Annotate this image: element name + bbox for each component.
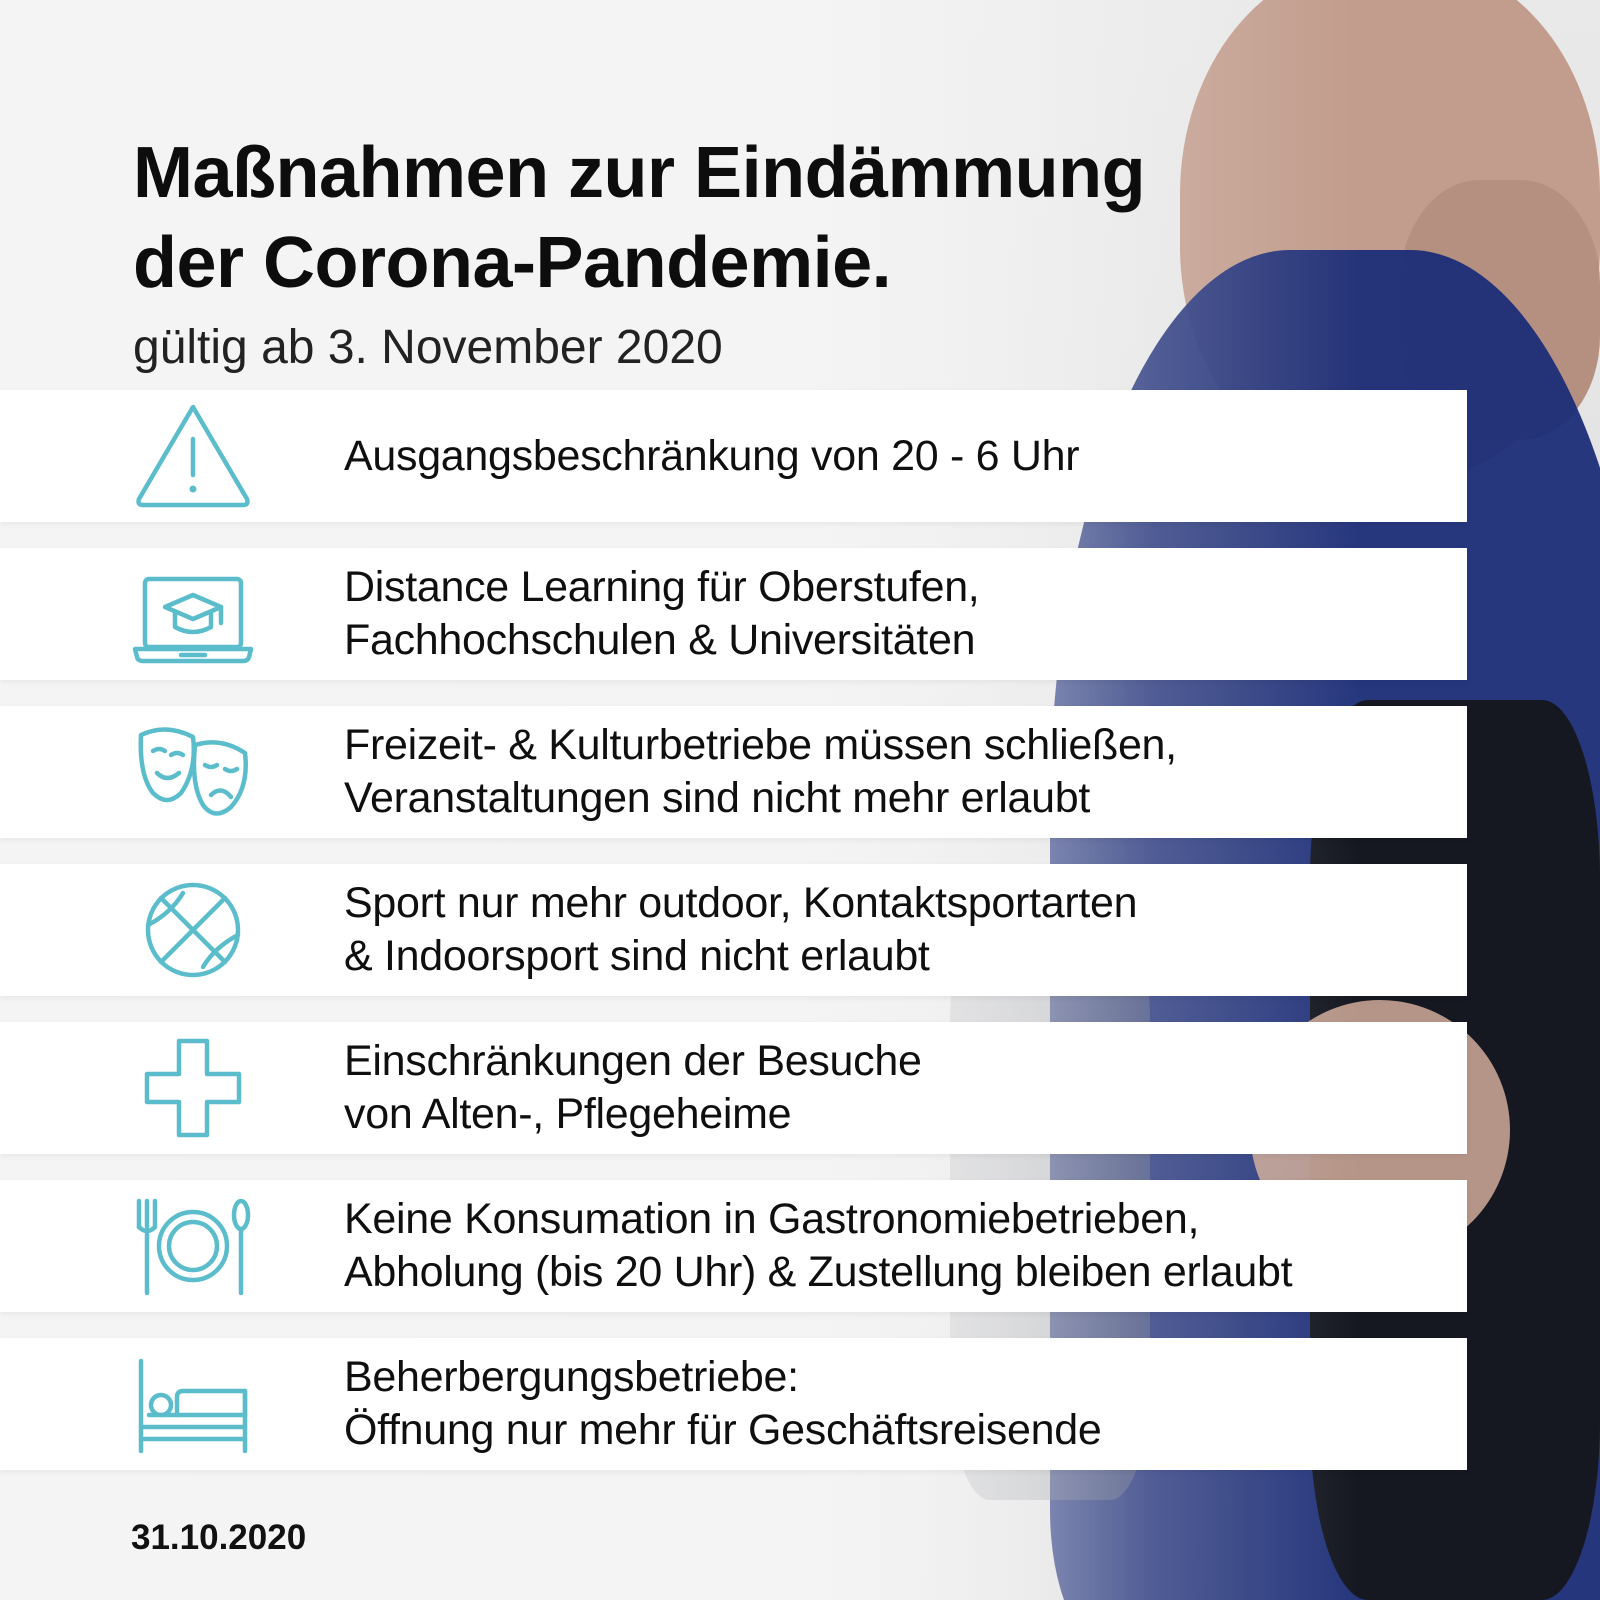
title-line-2: der Corona-Pandemie. <box>133 223 892 303</box>
title-line-1: Maßnahmen zur Eindämmung <box>133 133 1146 213</box>
measure-row-care-homes: Einschränkungen der Besuche von Alten-, … <box>0 1022 1467 1154</box>
subtitle: gültig ab 3. November 2020 <box>133 321 723 374</box>
measure-text: Ausgangsbeschränkung von 20 - 6 Uhr <box>344 390 1454 522</box>
bed-icon <box>128 1344 258 1464</box>
measure-row-culture: Freizeit- & Kulturbetriebe müssen schlie… <box>0 706 1467 838</box>
measure-line-2: Fachhochschulen & Universitäten <box>344 616 976 664</box>
measure-line-1: Distance Learning für Oberstufen, <box>344 563 980 611</box>
theater-masks-icon <box>128 712 258 832</box>
measure-line-1: Einschränkungen der Besuche <box>344 1037 922 1085</box>
basketball-icon <box>128 870 258 990</box>
measure-line-1: Ausgangsbeschränkung von 20 - 6 Uhr <box>344 431 1080 480</box>
measure-line-1: Freizeit- & Kulturbetriebe müssen schlie… <box>344 721 1177 769</box>
measure-row-sport: Sport nur mehr outdoor, Kontaktsportarte… <box>0 864 1467 996</box>
measure-line-2: von Alten-, Pflegeheime <box>344 1090 792 1138</box>
measure-row-curfew: Ausgangsbeschränkung von 20 - 6 Uhr <box>0 390 1467 522</box>
measure-text: Freizeit- & Kulturbetriebe müssen schlie… <box>344 706 1454 838</box>
measure-row-accommodation: Beherbergungsbetriebe: Öffnung nur mehr … <box>0 1338 1467 1470</box>
measure-text: Sport nur mehr outdoor, Kontaktsportarte… <box>344 864 1454 996</box>
measure-text: Einschränkungen der Besuche von Alten-, … <box>344 1022 1454 1154</box>
measure-row-distance-learning: Distance Learning für Oberstufen, Fachho… <box>0 548 1467 680</box>
page-title: Maßnahmen zur Eindämmung der Corona-Pand… <box>133 128 1433 308</box>
measure-text: Keine Konsumation in Gastronomiebetriebe… <box>344 1180 1454 1312</box>
measure-line-2: Öffnung nur mehr für Geschäftsreisende <box>344 1406 1102 1454</box>
measure-line-2: Veranstaltungen sind nicht mehr erlaubt <box>344 774 1091 822</box>
graduation-laptop-icon <box>128 554 258 674</box>
header: Maßnahmen zur Eindämmung der Corona-Pand… <box>133 128 1433 378</box>
measure-line-2: Abholung (bis 20 Uhr) & Zustellung bleib… <box>344 1248 1293 1296</box>
warning-triangle-icon <box>128 396 258 516</box>
measure-text: Distance Learning für Oberstufen, Fachho… <box>344 548 1454 680</box>
measure-line-1: Beherbergungsbetriebe: <box>344 1353 799 1401</box>
measure-row-gastronomy: Keine Konsumation in Gastronomiebetriebe… <box>0 1180 1467 1312</box>
medical-cross-icon <box>128 1028 258 1148</box>
measures-list: Ausgangsbeschränkung von 20 - 6 Uhr Dist… <box>0 390 1467 1496</box>
measure-text: Beherbergungsbetriebe: Öffnung nur mehr … <box>344 1338 1454 1470</box>
publish-date: 31.10.2020 <box>131 1518 307 1557</box>
measure-line-1: Keine Konsumation in Gastronomiebetriebe… <box>344 1195 1200 1243</box>
plate-cutlery-icon <box>128 1186 258 1306</box>
measure-line-2: & Indoorsport sind nicht erlaubt <box>344 932 930 980</box>
measure-line-1: Sport nur mehr outdoor, Kontaktsportarte… <box>344 879 1138 927</box>
